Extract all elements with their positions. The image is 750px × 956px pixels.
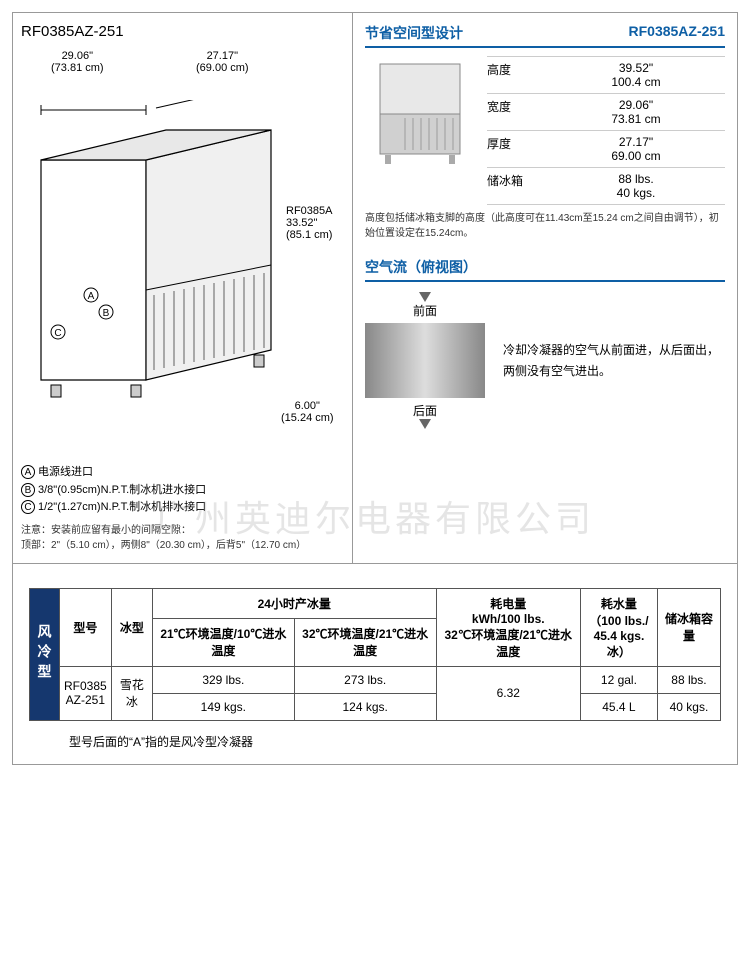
model-label: RF0385AZ-251 (629, 23, 726, 43)
dim-key: 高度 (487, 61, 547, 89)
port-c: 1/2"(1.27cm)N.P.T.制冰机排水接口 (38, 501, 206, 513)
airflow-back-label: 后面 (365, 402, 485, 419)
port-c-icon: C (21, 500, 35, 514)
port-b-icon: B (21, 483, 35, 497)
col-production: 24小时产冰量 (152, 588, 436, 618)
port-legend: A电源线进口 B3/8"(0.95cm)N.P.T.制冰机进水接口 C1/2"(… (21, 464, 344, 553)
cell-p32-lbs: 273 lbs. (294, 666, 436, 693)
cell-model: RF0385 AZ-251 (60, 666, 112, 720)
section-title-airflow: 空气流（俯视图） (365, 257, 477, 277)
dim-key: 宽度 (487, 98, 547, 126)
arrow-down-icon (419, 292, 431, 302)
width-in: 29.06" (62, 50, 93, 62)
cell-power: 6.32 (436, 666, 580, 720)
leg-cm: (15.24 cm) (281, 412, 334, 424)
col-water: 耗水量 （100 lbs./ 45.4 kgs.冰） (580, 588, 657, 666)
airflow-diagram: 前面 后面 (365, 292, 485, 429)
h-cm: (85.1 cm) (286, 229, 332, 241)
dim-key: 厚度 (487, 135, 547, 163)
port-a: 电源线进口 (38, 466, 93, 478)
left-panel: RF0385AZ-251 29.06" (73.81 cm) 27.17" (6… (13, 13, 353, 563)
col-32c: 32℃环境温度/21℃进水温度 (294, 619, 436, 667)
cell-bin-kgs: 40 kgs. (657, 693, 720, 720)
svg-text:B: B (103, 308, 110, 319)
leg-in: 6.00" (295, 400, 320, 412)
dim-key: 储冰箱 (487, 172, 547, 200)
install-note-1: 注意：安装前应留有最小的间隔空隙： (21, 523, 344, 538)
port-b: 3/8"(0.95cm)N.P.T.制冰机进水接口 (38, 484, 206, 496)
airflow-front-label: 前面 (365, 302, 485, 319)
right-panel: 节省空间型设计 RF0385AZ-251 高度39.52"100.4 cm 宽度… (353, 13, 737, 563)
cell-p21-kgs: 149 kgs. (152, 693, 294, 720)
unit-illustration: A B C (36, 100, 276, 400)
table-footnote: 型号后面的“A”指的是风冷型冷凝器 (69, 733, 721, 750)
section-title-design: 节省空间型设计 (365, 23, 463, 43)
dimensions-table: 高度39.52"100.4 cm 宽度29.06"73.81 cm 厚度27.1… (487, 56, 725, 205)
depth-cm: (69.00 cm) (196, 62, 249, 74)
col-model: 型号 (60, 588, 112, 666)
col-21c: 21℃环境温度/10℃进水温度 (152, 619, 294, 667)
cooling-type-header: 风冷型 (30, 588, 60, 720)
airflow-description: 冷却冷凝器的空气从前面进，从后面出，两侧没有空气进出。 (503, 340, 725, 381)
width-cm: (73.81 cm) (51, 62, 104, 74)
cell-p32-kgs: 124 kgs. (294, 693, 436, 720)
h-in: 33.52" (286, 217, 317, 229)
install-note-2: 顶部：2"（5.10 cm），两侧8"（20.30 cm），后背5"（12.70… (21, 538, 344, 553)
dimension-note: 高度包括储冰箱支脚的高度（此高度可在11.43cm至15.24 cm之间自由调节… (365, 211, 725, 241)
model-title: RF0385AZ-251 (21, 23, 344, 40)
h-label: RF0385A (286, 205, 332, 217)
depth-in: 27.17" (207, 50, 238, 62)
col-power: 耗电量 kWh/100 lbs. 32℃环境温度/21℃进水温度 (436, 588, 580, 666)
dimension-diagram: 29.06" (73.81 cm) 27.17" (69.00 cm) (21, 50, 344, 460)
spec-section: 风冷型 型号 冰型 24小时产冰量 耗电量 kWh/100 lbs. 32℃环境… (12, 564, 738, 765)
cell-ice: 雪花冰 (111, 666, 152, 720)
arrow-down-icon (419, 419, 431, 429)
svg-text:A: A (88, 291, 95, 302)
cell-water-gal: 12 gal. (580, 666, 657, 693)
svg-text:C: C (54, 328, 61, 339)
col-ice: 冰型 (111, 588, 152, 666)
cell-bin-lbs: 88 lbs. (657, 666, 720, 693)
cell-p21-lbs: 329 lbs. (152, 666, 294, 693)
cell-water-l: 45.4 L (580, 693, 657, 720)
spec-table: 风冷型 型号 冰型 24小时产冰量 耗电量 kWh/100 lbs. 32℃环境… (29, 588, 721, 721)
col-bin: 储冰箱容量 (657, 588, 720, 666)
top-section: RF0385AZ-251 29.06" (73.81 cm) 27.17" (6… (12, 12, 738, 564)
port-a-icon: A (21, 465, 35, 479)
unit-thumbnail (365, 56, 475, 171)
